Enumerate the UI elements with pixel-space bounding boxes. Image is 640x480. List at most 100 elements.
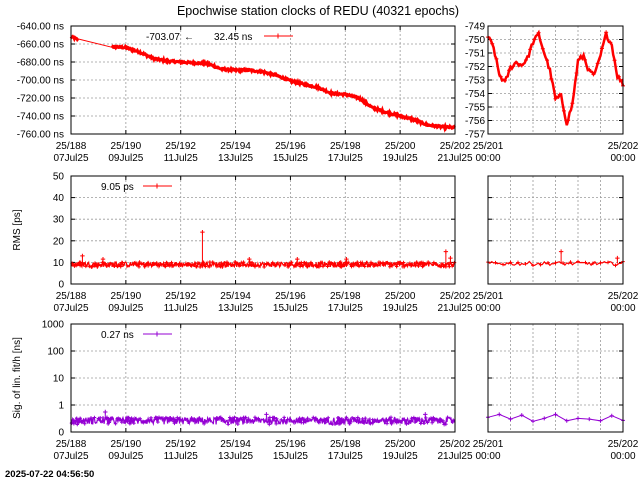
rms-main-xtick-label: 19Jul25 — [383, 303, 418, 314]
clock-main-xtick-label: 19Jul25 — [383, 153, 418, 164]
sig-main-xtick-label: 25/192 — [165, 439, 196, 450]
sig-main-xtick-label: 13Jul25 — [218, 451, 253, 462]
clock-side-xtick-label: 25/202 — [608, 141, 639, 152]
clock-side-xtick-label: 25/201 — [473, 141, 504, 152]
sig-main-xtick-label: 19Jul25 — [383, 451, 418, 462]
clock-main-frame — [70, 25, 456, 135]
rms-side-spike-marker — [558, 249, 564, 254]
sig-main-xtick-label: 25/194 — [220, 439, 251, 450]
clock-side-ytick-label: -753 — [465, 76, 485, 87]
sig-ytick-label: 100 — [47, 347, 64, 358]
rms-ytick-label: 10 — [53, 258, 65, 269]
rms-main-xtick-label: 21Jul25 — [437, 303, 472, 314]
clock-series-line — [110, 43, 456, 133]
clock-main-xtick-label: 25/202 — [440, 141, 471, 152]
clock-main-xtick-label: 15Jul25 — [273, 153, 308, 164]
clock-side-frame — [487, 25, 624, 135]
rms-spike-marker — [80, 253, 85, 259]
sig-spike-marker — [103, 409, 108, 415]
clock-side-ytick-label: -757 — [465, 130, 485, 141]
sig-side-xtick-label: 00:00 — [475, 451, 500, 462]
legend-sigma-value: 32.45 ns — [214, 32, 252, 43]
sig-side-xtick-label: 25/201 — [473, 439, 504, 450]
clock-main-xtick-label: 21Jul25 — [437, 153, 472, 164]
rms-spike-marker — [295, 256, 300, 262]
rms-spike-marker — [448, 255, 453, 261]
sig-legend-value: 0.27 ns — [101, 330, 134, 341]
rms-ylabel: RMS [ps] — [12, 209, 23, 250]
clock-main-xtick-label: 25/194 — [220, 141, 251, 152]
rms-side-spike-marker — [615, 255, 620, 261]
clock-side-ytick-label: -752 — [465, 62, 485, 73]
clock-ytick-label: -760.00 ns — [17, 130, 64, 141]
clock-side-ytick-label: -749 — [465, 22, 485, 33]
rms-side-xtick-label: 25/201 — [473, 291, 504, 302]
clock-main-xtick-label: 25/198 — [330, 141, 361, 152]
clock-chart: -640.00 ns -660.00 ns -680.00 ns -700.00 ns… — [17, 22, 639, 165]
sig-legend-sample-marker — [154, 331, 160, 337]
clock-main-xtick-label: 17Jul25 — [328, 153, 363, 164]
chart-panels: -640.00 ns -660.00 ns -680.00 ns -700.00 ns… — [12, 22, 639, 463]
clock-main-xtick-label: 25/190 — [111, 141, 142, 152]
rms-ytick-label: 40 — [53, 193, 65, 204]
clock-side-xtick-label: 00:00 — [475, 153, 500, 164]
rms-main-xtick-label: 25/192 — [165, 291, 196, 302]
rms-ytick-label: 20 — [53, 236, 65, 247]
sig-side-frame — [487, 323, 624, 433]
sig-ytick-label: 10 — [53, 374, 65, 385]
rms-side-xtick-label: 00:00 — [475, 303, 500, 314]
clock-ytick-label: -680.00 ns — [17, 58, 64, 69]
sig-main-xtick-label: 17Jul25 — [328, 451, 363, 462]
clock-main-xtick-label: 25/192 — [165, 141, 196, 152]
sig-series-markers — [69, 415, 456, 427]
rms-legend: 9.05 ps — [101, 182, 172, 193]
legend-sample-marker — [275, 33, 281, 39]
legend-mean-arrow: ← — [184, 32, 194, 43]
rms-main-xtick-label: 25/188 — [56, 291, 87, 302]
sig-legend: 0.27 ns — [101, 330, 172, 341]
rms-main-frame — [70, 175, 456, 285]
clock-ytick-label: -660.00 ns — [17, 40, 64, 51]
chart-title: Epochwise station clocks of REDU (40321 … — [177, 4, 459, 18]
clock-main-xtick-label: 25/196 — [275, 141, 306, 152]
sig-main-xtick-label: 25/198 — [330, 439, 361, 450]
clock-side-ytick-label: -754 — [465, 89, 485, 100]
rms-main-xtick-label: 17Jul25 — [328, 303, 363, 314]
rms-legend-value: 9.05 ps — [101, 182, 134, 193]
clock-main-xtick-label: 11Jul25 — [164, 153, 199, 164]
clock-main-panel: -640.00 ns -660.00 ns -680.00 ns -700.00 ns… — [17, 22, 473, 165]
sig-side-xtick-label: 25/202 — [608, 439, 639, 450]
rms-main-xtick-label: 25/196 — [275, 291, 306, 302]
legend-mean-value: -703.07 — [146, 32, 180, 43]
clock-ytick-label: -640.00 ns — [17, 22, 64, 33]
generation-timestamp: 2025-07-22 04:56:50 — [5, 469, 94, 480]
rms-side-frame — [487, 175, 624, 285]
rms-main-xtick-label: 13Jul25 — [218, 303, 253, 314]
clock-gap-line — [77, 38, 113, 48]
rms-spike-marker — [200, 229, 205, 235]
clock-main-xtick-label: 07Jul25 — [53, 153, 88, 164]
sig-spike-marker — [423, 412, 428, 417]
clock-main-xtick-label: 13Jul25 — [218, 153, 253, 164]
clock-series-line — [69, 34, 80, 43]
sig-main-xtick-label: 11Jul25 — [164, 451, 199, 462]
clock-main-xtick-label: 25/200 — [385, 141, 416, 152]
sig-ytick-label: 1 — [58, 401, 64, 412]
sig-main-frame — [70, 323, 456, 433]
sig-main-xtick-label: 25/196 — [275, 439, 306, 450]
sig-main-xtick-label: 25/202 — [440, 439, 471, 450]
sig-main-xtick-label: 25/200 — [385, 439, 416, 450]
rms-ytick-label: 0 — [58, 280, 64, 291]
clock-ytick-label: -740.00 ns — [17, 112, 64, 123]
rms-main-xtick-label: 15Jul25 — [273, 303, 308, 314]
rms-spike-marker — [344, 256, 349, 262]
clock-ytick-label: -700.00 ns — [17, 76, 64, 87]
sig-main-xtick-label: 15Jul25 — [273, 451, 308, 462]
rms-series-markers — [70, 260, 457, 269]
